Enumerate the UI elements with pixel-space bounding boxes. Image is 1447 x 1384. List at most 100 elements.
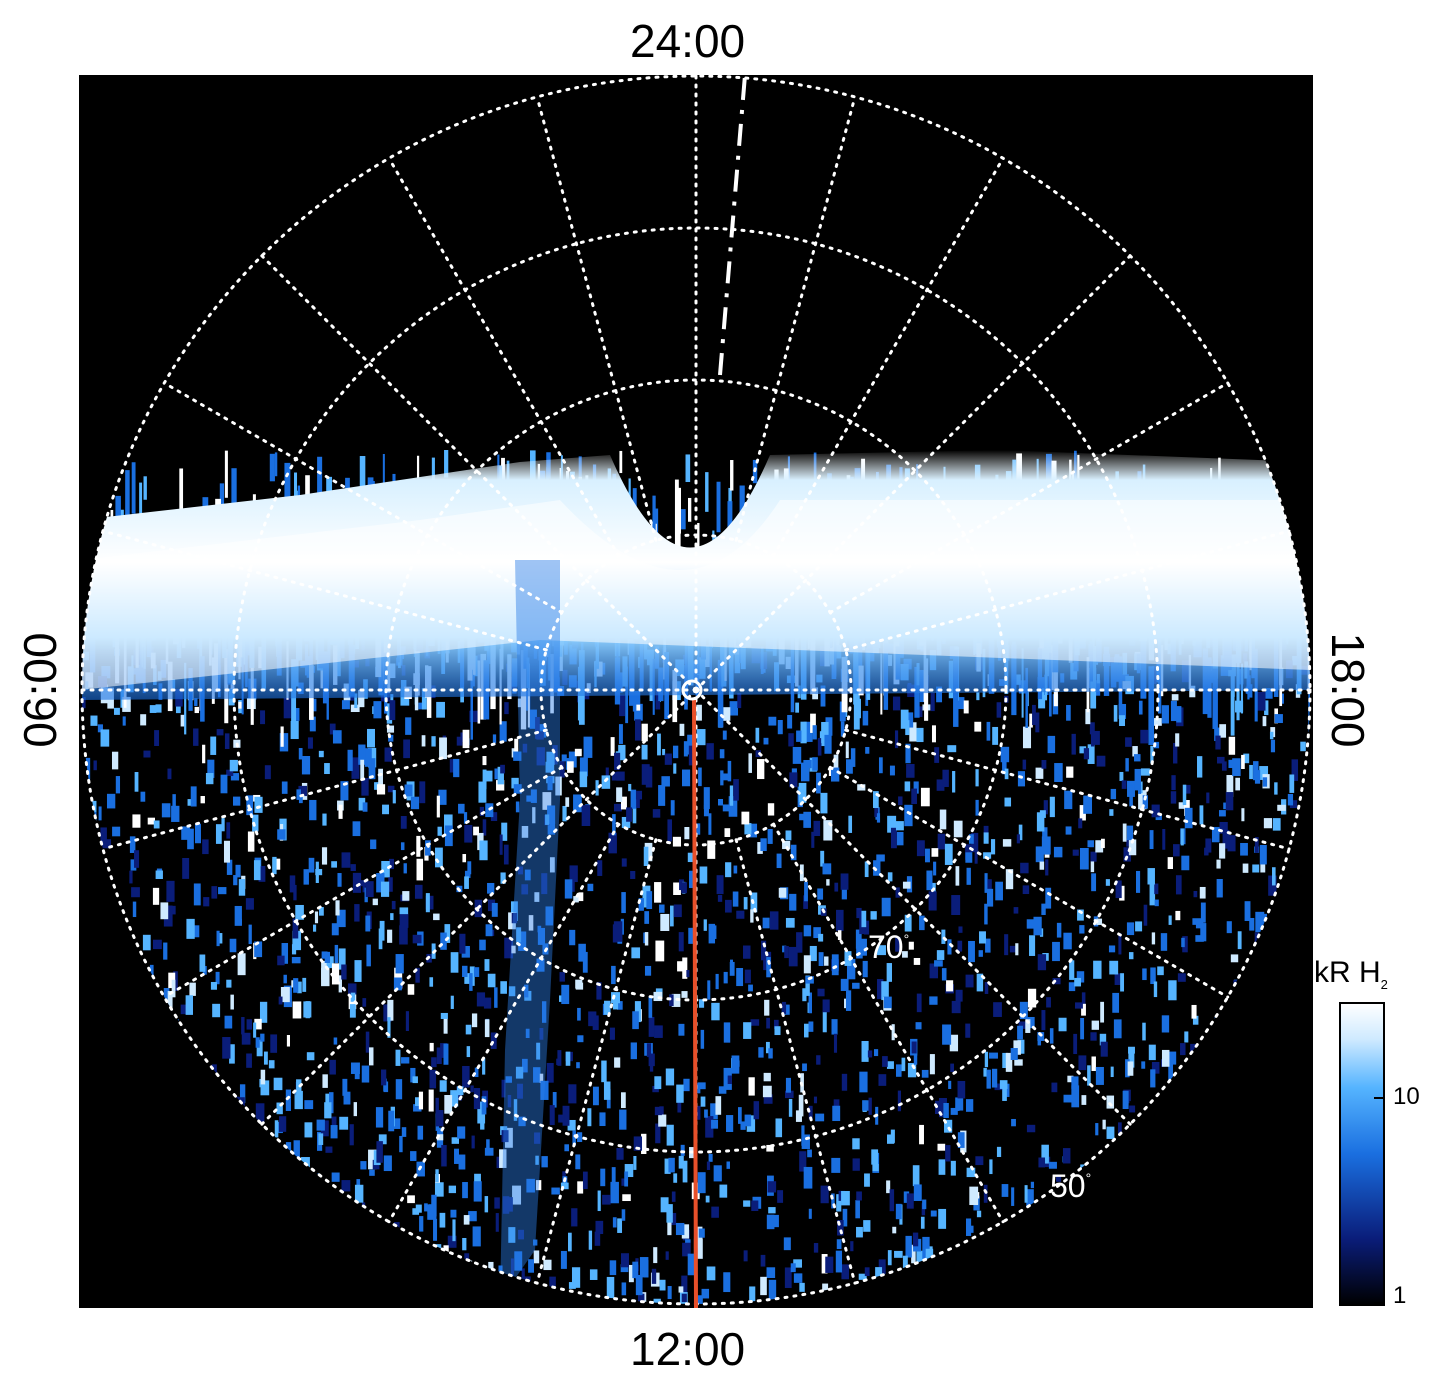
- emission-pixel: [365, 881, 374, 897]
- emission-pixel: [609, 1260, 617, 1276]
- emission-pixel: [785, 1077, 792, 1093]
- emission-pixel: [482, 819, 487, 836]
- emission-pixel: [1041, 836, 1051, 855]
- emission-pixel: [700, 1096, 706, 1107]
- emission-pixel: [947, 939, 952, 955]
- emission-pixel: [464, 824, 473, 843]
- emission-pixel: [1148, 1044, 1156, 1061]
- emission-pixel: [395, 1049, 401, 1066]
- emission-pixel: [253, 860, 261, 881]
- emission-pixel: [731, 1055, 740, 1074]
- emission-pixel: [281, 943, 289, 964]
- emission-pixel: [437, 826, 442, 836]
- emission-pixel: [658, 785, 666, 806]
- emission-pixel: [415, 1204, 422, 1213]
- emission-pixel: [882, 1056, 888, 1067]
- emission-pixel: [963, 700, 969, 714]
- emission-pixel: [725, 899, 732, 913]
- emission-pixel: [708, 1153, 713, 1162]
- emission-pixel: [368, 758, 376, 780]
- emission-pixel: [378, 1134, 387, 1145]
- emission-pixel: [1002, 1052, 1009, 1069]
- emission-pixel: [368, 1047, 374, 1066]
- emission-streak: [131, 462, 136, 514]
- emission-pixel: [895, 1203, 902, 1220]
- emission-pixel: [929, 963, 939, 979]
- emission-pixel: [1017, 1025, 1023, 1040]
- emission-pixel: [1079, 925, 1085, 934]
- emission-pixel: [381, 860, 390, 878]
- emission-pixel: [939, 809, 947, 830]
- emission-pixel: [1268, 875, 1277, 896]
- emission-pixel: [813, 927, 821, 939]
- emission-pixel: [733, 865, 738, 874]
- emission-pixel: [452, 1219, 456, 1242]
- emission-pixel: [1161, 705, 1169, 724]
- emission-pixel: [292, 918, 299, 939]
- emission-pixel: [618, 744, 626, 761]
- emission-pixel: [361, 778, 369, 796]
- emission-pixel: [1024, 1185, 1028, 1203]
- emission-pixel: [1069, 960, 1075, 980]
- meridian-spoke: [260, 254, 698, 692]
- emission-pixel: [921, 1203, 926, 1216]
- emission-pixel: [490, 812, 498, 822]
- emission-pixel: [641, 744, 648, 760]
- emission-pixel: [129, 836, 136, 853]
- emission-pixel: [935, 1100, 943, 1115]
- emission-pixel: [1193, 890, 1198, 898]
- emission-pixel: [491, 902, 498, 917]
- emission-pixel: [1232, 758, 1241, 777]
- emission-pixel: [936, 950, 945, 960]
- emission-pixel: [881, 981, 889, 1001]
- emission-pixel: [1119, 771, 1124, 781]
- emission-pixel: [494, 1197, 500, 1209]
- emission-pixel: [792, 746, 802, 764]
- emission-streak: [224, 450, 228, 498]
- emission-pixel: [672, 745, 679, 759]
- emission-pixel: [708, 813, 712, 835]
- emission-pixel: [1149, 883, 1156, 906]
- emission-pixel: [229, 759, 238, 772]
- emission-pixel: [331, 923, 339, 936]
- emission-pixel: [484, 1147, 494, 1156]
- emission-pixel: [1168, 1063, 1174, 1086]
- emission-pixel: [1074, 977, 1082, 987]
- emission-pixel: [1242, 863, 1249, 873]
- emission-pixel: [1033, 916, 1042, 936]
- emission-pixel: [429, 977, 434, 987]
- emission-pixel: [694, 1295, 703, 1304]
- emission-pixel: [419, 1216, 424, 1232]
- emission-pixel: [1090, 728, 1095, 747]
- emission-pixel: [991, 1068, 998, 1088]
- emission-pixel: [896, 831, 904, 846]
- emission-pixel: [957, 1080, 966, 1099]
- emission-pixel: [682, 769, 691, 787]
- emission-pixel: [682, 1160, 688, 1183]
- emission-pixel: [929, 1054, 935, 1075]
- emission-pixel: [171, 979, 176, 998]
- emission-pixel: [743, 1022, 752, 1039]
- emission-pixel: [182, 857, 190, 879]
- emission-pixel: [1002, 1081, 1007, 1101]
- emission-pixel: [522, 1058, 528, 1073]
- emission-pixel: [539, 1073, 544, 1083]
- emission-pixel: [886, 963, 892, 982]
- emission-pixel: [870, 911, 877, 920]
- emission-pixel: [464, 973, 470, 984]
- emission-pixel: [644, 932, 649, 946]
- emission-pixel: [490, 1032, 497, 1049]
- emission-pixel: [440, 932, 447, 950]
- emission-pixel: [1014, 1059, 1023, 1066]
- emission-pixel: [785, 830, 792, 841]
- emission-pixel: [524, 869, 531, 881]
- emission-pixel: [153, 820, 160, 829]
- emission-pixel: [456, 736, 463, 746]
- emission-pixel: [931, 848, 939, 857]
- emission-pixel: [718, 1086, 727, 1094]
- emission-pixel: [608, 832, 617, 854]
- emission-pixel: [268, 1060, 275, 1069]
- emission-streak: [416, 455, 420, 479]
- emission-pixel: [644, 965, 652, 976]
- emission-pixel: [1150, 745, 1154, 764]
